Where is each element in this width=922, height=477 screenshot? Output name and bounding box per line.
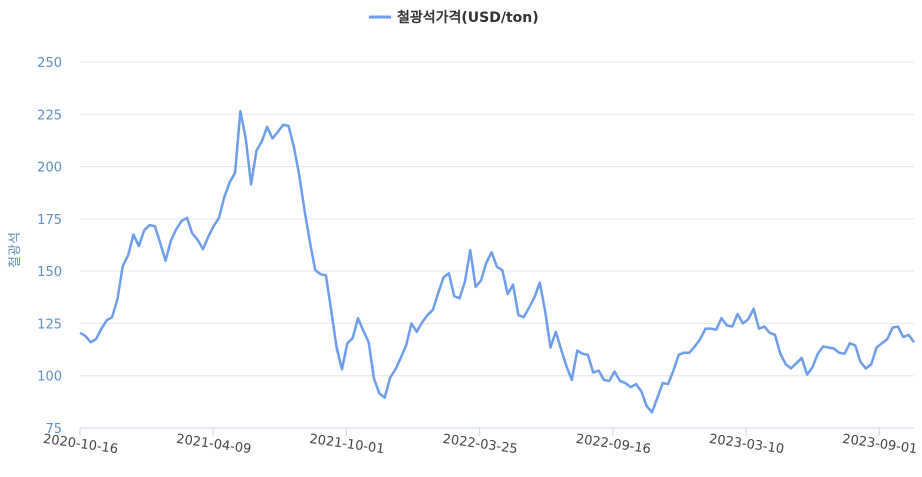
y-tick-label-1: 100: [37, 370, 62, 385]
x-axis-ticks: 2020-10-16 2021-04-09 2021-10-01 2022-03-25…: [42, 428, 918, 457]
chart-legend[interactable]: 철광석가격(USD/ton): [369, 9, 539, 26]
y-tick-label-7: 250: [37, 56, 62, 71]
series-layer: [79, 109, 916, 414]
y-tick-label-5: 200: [37, 161, 62, 176]
y-axis-title: 철광석: [8, 232, 23, 268]
legend-label-series-0: 철광석가격(USD/ton): [397, 9, 539, 26]
y-tick-label-4: 175: [37, 213, 62, 228]
y-tick-label-3: 150: [37, 265, 62, 280]
y-axis-ticks: 75 100 125 150 175 200 225 250: [37, 56, 62, 437]
y-tick-label-2: 125: [37, 317, 62, 332]
y-tick-label-0: 75: [45, 422, 62, 437]
y-tick-label-6: 225: [37, 108, 62, 123]
series-line-0[interactable]: [79, 109, 916, 414]
gridlines: [80, 61, 914, 377]
